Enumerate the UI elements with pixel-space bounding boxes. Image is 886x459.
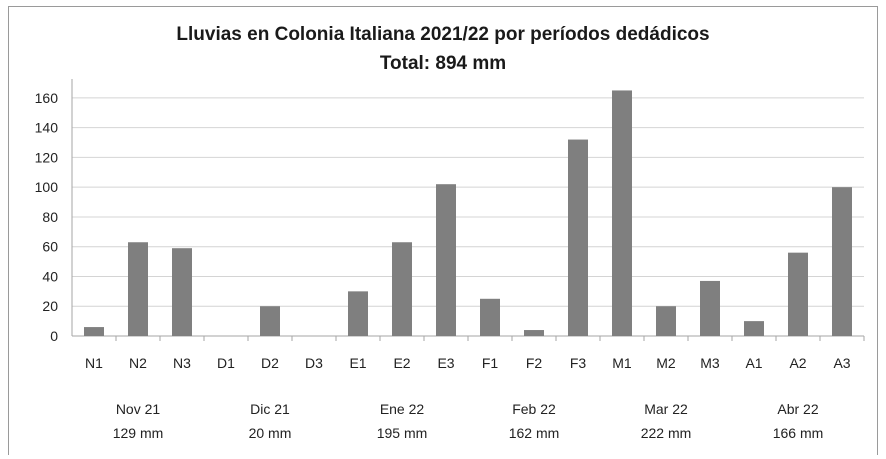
group-label: Ene 22 [380,401,425,417]
bar [832,187,852,336]
y-tick-label: 20 [42,298,58,314]
group-label: Nov 21 [116,401,161,417]
group-total: 129 mm [113,425,164,441]
bar [392,242,412,336]
x-tick-label: M3 [700,355,720,371]
bar [744,321,764,336]
x-tick-label: D3 [305,355,323,371]
x-tick-label: M1 [612,355,632,371]
group-label: Mar 22 [644,401,688,417]
bar [84,327,104,336]
y-tick-label: 160 [35,90,59,106]
x-tick-label: E1 [349,355,366,371]
group-total: 166 mm [773,425,824,441]
bar [348,291,368,336]
bar [128,242,148,336]
x-tick-label: F2 [526,355,543,371]
group-total: 222 mm [641,425,692,441]
bar [172,248,192,336]
x-tick-label: A3 [833,355,850,371]
bar [524,330,544,336]
bar [656,306,676,336]
group-total: 195 mm [377,425,428,441]
x-tick-label: D1 [217,355,235,371]
y-tick-label: 60 [42,239,58,255]
x-tick-label: N1 [85,355,103,371]
x-tick-label: E2 [393,355,410,371]
y-tick-label: 40 [42,268,58,284]
x-tick-label: A2 [789,355,806,371]
group-total: 162 mm [509,425,560,441]
x-tick-label: E3 [437,355,454,371]
x-tick-label: M2 [656,355,676,371]
y-tick-label: 140 [35,120,59,136]
x-tick-label: F3 [570,355,587,371]
x-tick-label: D2 [261,355,279,371]
y-tick-label: 0 [50,328,58,344]
bar [612,90,632,336]
chart-subtitle: Total: 894 mm [379,53,507,74]
y-tick-label: 100 [35,179,59,195]
group-label: Feb 22 [512,401,556,417]
x-tick-label: N2 [129,355,147,371]
group-total: 20 mm [249,425,292,441]
y-tick-label: 120 [35,149,59,165]
x-tick-label: A1 [745,355,762,371]
bar [568,139,588,336]
bar [700,280,720,336]
bar [480,298,500,336]
group-label: Dic 21 [250,401,290,417]
group-label: Abr 22 [777,401,818,417]
y-tick-label: 80 [42,209,58,225]
x-tick-label: F1 [482,355,499,371]
bar [788,252,808,336]
bar [260,306,280,336]
chart-title: Lluvias en Colonia Italiana 2021/22 por … [176,24,710,45]
bar [436,184,456,336]
x-tick-label: N3 [173,355,191,371]
